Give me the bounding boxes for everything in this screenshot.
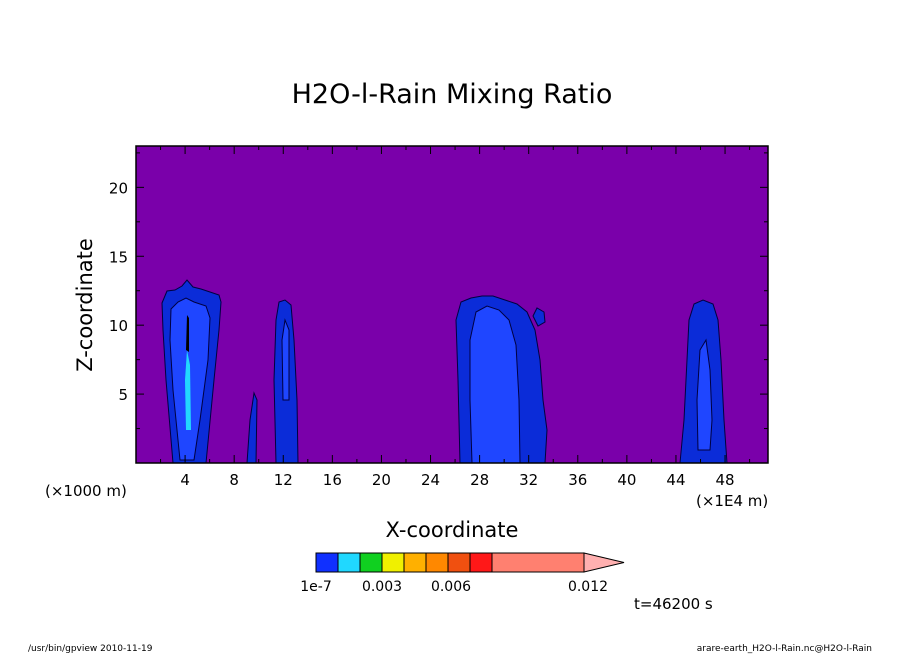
rain-contour-core [186,315,189,352]
colorbar-segment [491,552,585,573]
x-tick-label: 24 [421,471,440,489]
x-axis: 4 8 12 16 20 24 28 32 36 40 44 48 [160,146,751,489]
rain-contour-inner [281,318,290,401]
y-axis: 5 10 15 20 [109,152,768,430]
rain-cell-x12 [273,299,299,464]
colorbar-segment [315,552,339,573]
colorbar-label: 0.003 [362,579,402,595]
x-tick-label: 36 [568,471,587,489]
footer-right: arare-earth_H2O-l-Rain.nc@H2O-l-Rain [697,644,872,654]
plot-area [135,145,769,464]
colorbar-label: 0.012 [568,579,608,595]
x-tick-label: 16 [323,471,342,489]
chart-title: H2O-l-Rain Mixing Ratio [292,79,613,110]
x-tick-label: 4 [180,471,190,489]
colorbar-segment [447,552,471,573]
x-unit-left-label: (×1000 m) [45,482,127,500]
x-tick-label: 32 [519,471,538,489]
rain-cell-x28 [455,295,548,464]
x-tick-label: 44 [666,471,685,489]
footer-left: /usr/bin/gpview 2010-11-19 [28,644,153,654]
y-tick-label: 20 [109,179,128,197]
colorbar-segment [381,552,405,573]
x-tick-label: 40 [617,471,636,489]
rain-contour-inner [696,338,713,451]
time-label: t=46200 s [634,595,713,613]
rain-contour-outer [532,307,546,327]
colorbar-segment [425,552,449,573]
x-unit-right-label: (×1E4 m) [696,492,768,510]
plot-background [136,146,768,463]
y-axis-title: Z-coordinate [73,238,97,372]
x-tick-label: 20 [372,471,391,489]
plot-frame [135,145,769,464]
colorbar-segment [403,552,427,573]
y-tick-label: 10 [109,317,128,335]
colorbar-labels: 1e-7 0.003 0.006 0.012 [300,579,608,595]
colorbar-segment [337,552,361,573]
colorbar-segment [359,552,383,573]
rain-contour-core [185,350,191,430]
colorbar-extension-arrow [583,552,625,573]
rain-contour-inner [469,305,521,464]
x-tick-label: 12 [274,471,293,489]
x-tick-label: 28 [470,471,489,489]
x-tick-label: 8 [229,471,239,489]
colorbar-label: 0.006 [431,579,471,595]
x-axis-title: X-coordinate [386,518,519,542]
x-tick-label: 48 [716,471,735,489]
colorbar-label: 1e-7 [300,579,331,595]
colorbar-segment [469,552,493,573]
rain-cell-x46 [679,299,728,464]
y-tick-label: 5 [118,386,128,404]
rain-cell-x4 [161,279,222,464]
colorbar [315,552,625,573]
y-tick-label: 15 [109,248,128,266]
